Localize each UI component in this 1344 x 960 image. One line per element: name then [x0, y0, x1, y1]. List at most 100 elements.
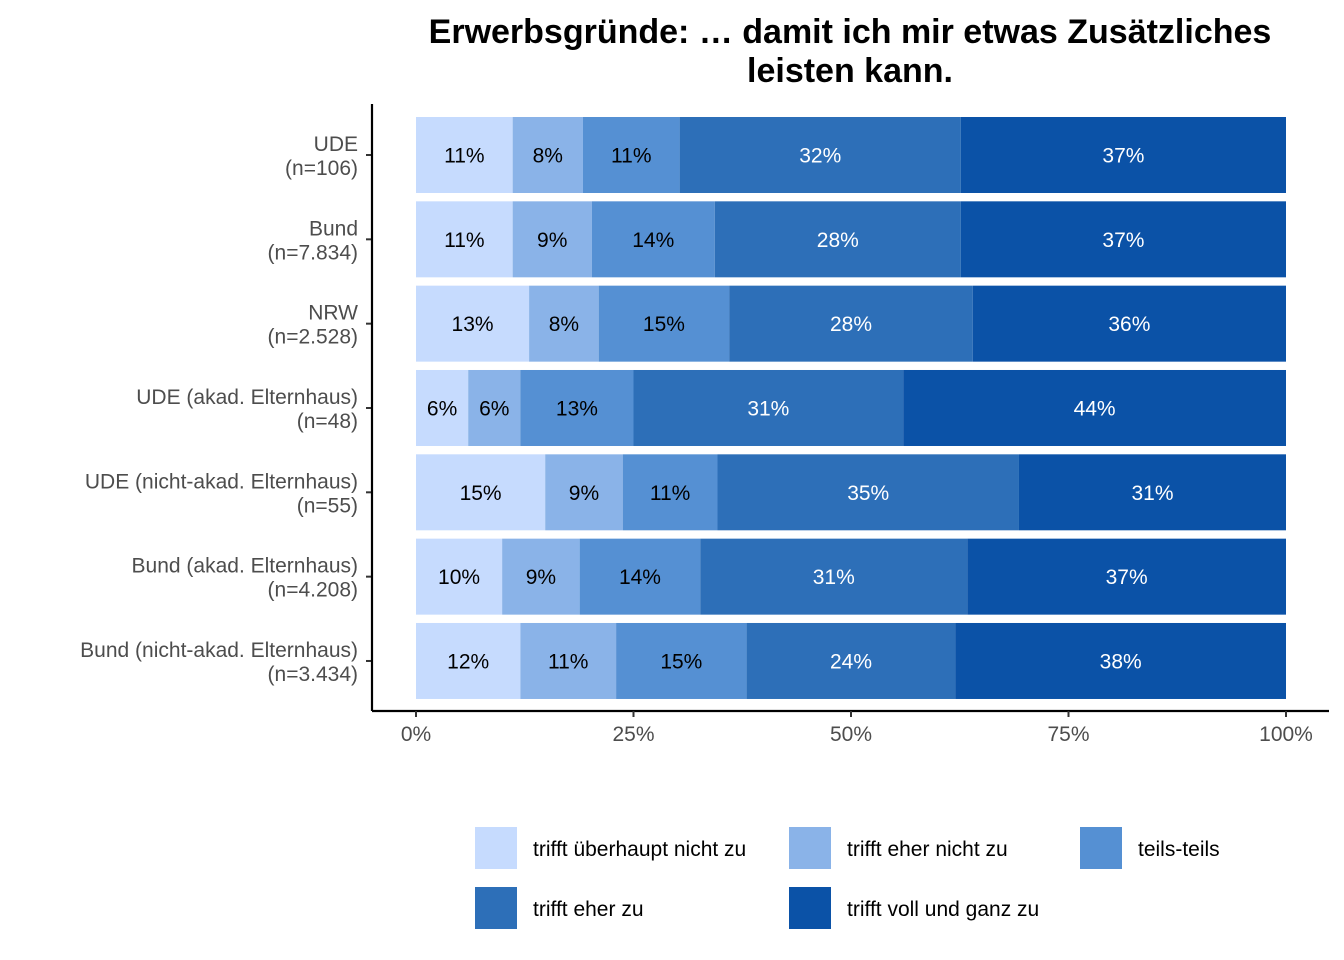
bar-segment: [468, 369, 521, 446]
category-label: Bund (akad. Elternhaus): [132, 555, 358, 578]
x-tick-label: 0%: [401, 723, 431, 746]
bar-segment: [598, 285, 730, 362]
legend-label: teils-teils: [1138, 838, 1220, 861]
bar-value-label: 6%: [479, 397, 509, 420]
category-sample-size: (n=106): [285, 157, 358, 180]
chart-title-line-1: Erwerbsgründe: … damit ich mir etwas Zus…: [429, 13, 1272, 51]
bar-value-label: 32%: [799, 145, 841, 168]
bar-value-label: 11%: [444, 229, 484, 252]
category-label: UDE (nicht-akad. Elternhaus): [85, 470, 358, 493]
legend-label: trifft eher zu: [533, 898, 644, 921]
bar-segment: [416, 622, 521, 699]
x-tick-label: 25%: [612, 723, 654, 746]
bar-value-label: 36%: [1108, 313, 1150, 336]
category-sample-size: (n=55): [297, 494, 358, 517]
bar-value-label: 13%: [452, 313, 494, 336]
bar-value-label: 15%: [643, 313, 685, 336]
x-tick-label: 75%: [1047, 723, 1089, 746]
bar-segment: [512, 201, 592, 278]
bar-segment: [714, 201, 961, 278]
category-label: Bund: [309, 217, 358, 240]
bar-value-label: 31%: [1131, 482, 1173, 505]
bar-value-label: 11%: [611, 145, 651, 168]
legend-key: [475, 827, 517, 869]
bar-value-label: 37%: [1106, 566, 1148, 589]
bar-value-label: 38%: [1100, 650, 1142, 673]
bar-segment: [416, 285, 530, 362]
chart-title-line-2: leisten kann.: [747, 52, 953, 90]
bar-segment: [746, 622, 956, 699]
bar-value-label: 9%: [569, 482, 599, 505]
bar-segment: [545, 454, 623, 531]
bar-segment: [579, 538, 701, 615]
category-label: NRW: [308, 302, 358, 325]
bar-value-label: 15%: [660, 650, 702, 673]
bar-segment: [633, 369, 904, 446]
bar-segment: [700, 538, 968, 615]
category-label: UDE (akad. Elternhaus): [136, 386, 358, 409]
bar-segment: [520, 369, 634, 446]
bar-segment: [729, 285, 973, 362]
legend-key: [789, 827, 831, 869]
bar-value-label: 37%: [1102, 229, 1144, 252]
bar-segment: [960, 117, 1286, 193]
bar-value-label: 11%: [548, 650, 588, 673]
legend-key: [475, 887, 517, 929]
legend-key: [789, 887, 831, 929]
legend-label: trifft eher nicht zu: [847, 838, 1008, 861]
legend: trifft überhaupt nicht zu trifft eher nic…: [475, 827, 1220, 929]
bar-value-label: 6%: [427, 397, 457, 420]
bars-group: [416, 117, 1286, 699]
bar-segment: [416, 117, 513, 193]
bar-segment: [512, 117, 583, 193]
bar-value-label: 37%: [1102, 145, 1144, 168]
bar-labels-group: 11% 8% 11% 32% 37% 11% 9% 14% 28% 37% 13% 8% 15% 28% 3…: [427, 145, 1174, 674]
bar-value-label: 9%: [537, 229, 567, 252]
bar-value-label: 28%: [830, 313, 872, 336]
bar-segment: [502, 538, 580, 615]
bar-value-label: 35%: [847, 482, 889, 505]
bar-value-label: 8%: [549, 313, 579, 336]
bar-segment: [955, 622, 1286, 699]
bar-segment: [591, 201, 715, 278]
bar-value-label: 12%: [447, 650, 489, 673]
x-axis: 0% 25% 50% 75% 100%: [372, 709, 1329, 746]
category-sample-size: (n=48): [297, 410, 358, 433]
chart-title: Erwerbsgründe: … damit ich mir etwas Zus…: [429, 13, 1272, 90]
bar-value-label: 31%: [813, 566, 855, 589]
bar-value-label: 14%: [632, 229, 674, 252]
bar-value-label: 10%: [438, 566, 480, 589]
category-label: UDE: [314, 133, 358, 156]
category-sample-size: (n=4.208): [268, 579, 358, 602]
bar-value-label: 11%: [444, 145, 484, 168]
bar-segment: [416, 201, 513, 278]
bar-value-label: 31%: [747, 397, 789, 420]
bar-value-label: 13%: [556, 397, 598, 420]
bar-segment: [679, 117, 961, 193]
bar-value-label: 9%: [526, 566, 556, 589]
y-axis: UDE(n=106) Bund(n=7.834) NRW(n=2.528) UDE (…: [80, 104, 374, 711]
bar-segment: [582, 117, 680, 193]
bar-segment: [972, 285, 1286, 362]
x-tick-label: 100%: [1259, 723, 1313, 746]
bar-segment: [960, 201, 1286, 278]
bar-segment: [717, 454, 1019, 531]
bar-segment: [416, 369, 469, 446]
bar-segment: [622, 454, 718, 531]
bar-value-label: 8%: [533, 145, 563, 168]
bar-value-label: 14%: [619, 566, 661, 589]
bar-value-label: 15%: [460, 482, 502, 505]
legend-label: trifft überhaupt nicht zu: [533, 838, 746, 861]
category-sample-size: (n=3.434): [268, 663, 358, 686]
bar-segment: [903, 369, 1286, 446]
bar-value-label: 24%: [830, 650, 872, 673]
bar-value-label: 44%: [1074, 397, 1116, 420]
bar-segment: [416, 454, 546, 531]
bar-segment: [967, 538, 1286, 615]
bar-value-label: 11%: [650, 482, 690, 505]
bar-segment: [1018, 454, 1286, 531]
bar-segment: [529, 285, 599, 362]
legend-label: trifft voll und ganz zu: [847, 898, 1039, 921]
category-sample-size: (n=2.528): [268, 326, 358, 349]
